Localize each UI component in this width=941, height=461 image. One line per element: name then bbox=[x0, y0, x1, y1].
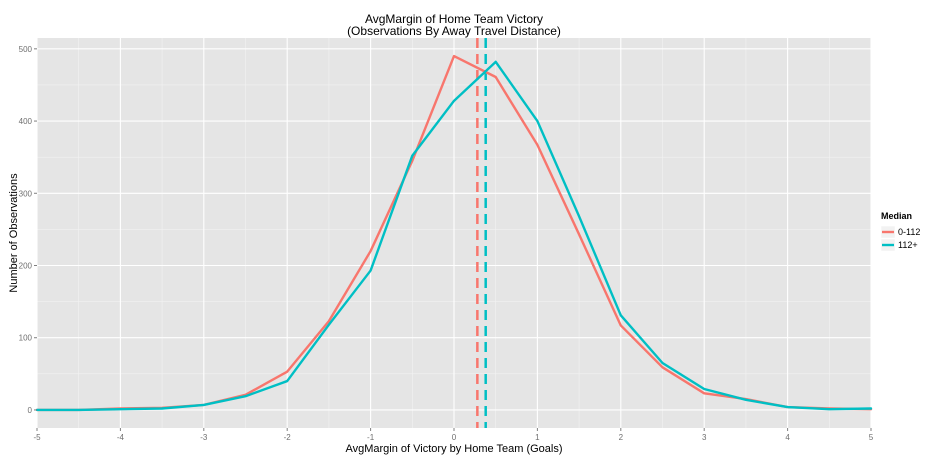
y-tick-label: 300 bbox=[19, 189, 33, 198]
y-tick-label: 100 bbox=[19, 334, 33, 343]
chart-title: AvgMargin of Home Team Victory bbox=[365, 12, 543, 26]
x-tick-label: 2 bbox=[619, 433, 624, 442]
x-tick-label: -1 bbox=[367, 433, 375, 442]
x-tick-label: 1 bbox=[535, 433, 540, 442]
legend-items: 0-112 112+ bbox=[880, 225, 920, 252]
x-tick-label: 3 bbox=[702, 433, 707, 442]
chart-subtitle: (Observations By Away Travel Distance) bbox=[347, 24, 561, 38]
x-tick-label: -2 bbox=[284, 433, 292, 442]
x-tick-label: 5 bbox=[869, 433, 874, 442]
x-axis-ticks: -5 -4 -3 -2 -1 0 1 2 3 4 5 bbox=[33, 428, 874, 442]
y-axis-label: Number of Observations bbox=[8, 173, 20, 293]
x-axis-label: AvgMargin of Victory by Home Team (Goals… bbox=[345, 443, 562, 455]
y-tick-label: 400 bbox=[19, 117, 33, 126]
major-gridlines bbox=[36, 38, 872, 428]
y-axis-ticks: 0 100 200 300 400 500 bbox=[19, 45, 37, 415]
y-tick-label: 500 bbox=[19, 45, 33, 54]
x-tick-label: -3 bbox=[200, 433, 208, 442]
y-tick-label: 200 bbox=[19, 262, 33, 271]
x-tick-label: -4 bbox=[117, 433, 125, 442]
legend-label: 0-112 bbox=[898, 227, 920, 237]
x-tick-label: 4 bbox=[785, 433, 790, 442]
series-line-112+ bbox=[35, 60, 873, 412]
x-tick-label: 0 bbox=[452, 433, 457, 442]
series-lines bbox=[35, 54, 873, 412]
y-tick-label: 0 bbox=[28, 406, 33, 415]
legend-title: Median bbox=[881, 211, 912, 221]
legend-label: 112+ bbox=[898, 240, 918, 250]
legend: Median 0-112 112+ bbox=[880, 211, 920, 252]
median-lines bbox=[476, 38, 487, 428]
x-tick-label: -5 bbox=[33, 433, 41, 442]
